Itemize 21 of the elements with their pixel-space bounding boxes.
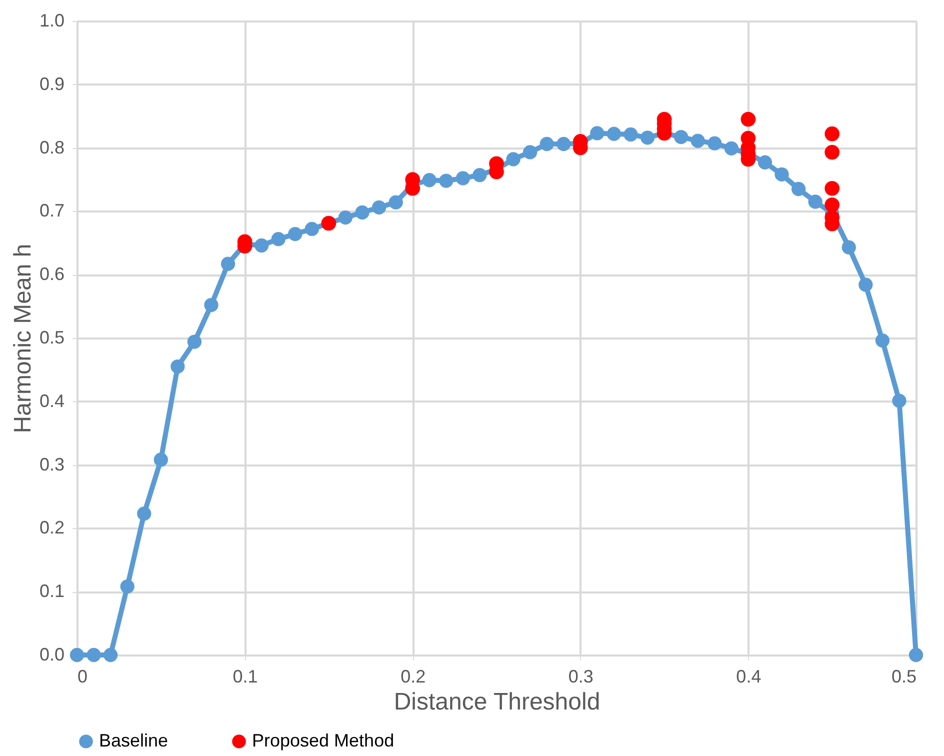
y-tick-label: 0.0 (39, 644, 64, 664)
y-tick-label: 0.6 (39, 264, 64, 284)
x-tick-label: 0.5 (891, 666, 916, 686)
y-tick-label: 0.4 (39, 390, 64, 411)
y-axis-title: Harmonic Mean h (9, 244, 36, 434)
x-tick-label: 0.3 (568, 666, 594, 686)
x-axis-title: Distance Threshold (394, 688, 600, 716)
y-tick-label: 0.1 (39, 581, 64, 602)
x-tick-label: 0.1 (232, 666, 258, 686)
x-tick-label: 0 (78, 666, 88, 686)
legend-label: Proposed Method (252, 730, 394, 750)
y-tick-label: 0.8 (39, 137, 64, 158)
legend-label: Baseline (99, 730, 168, 750)
y-tick-label: 0.3 (39, 454, 64, 474)
y-tick-label: 0.5 (39, 328, 64, 348)
y-tick-label: 0.9 (39, 74, 64, 94)
x-tick-label: 0.4 (736, 666, 762, 686)
y-tick-label: 1.0 (39, 10, 64, 30)
x-tick-label: 0.2 (400, 666, 426, 686)
y-tick-label: 0.2 (39, 518, 64, 538)
y-tick-label: 0.7 (39, 200, 64, 221)
